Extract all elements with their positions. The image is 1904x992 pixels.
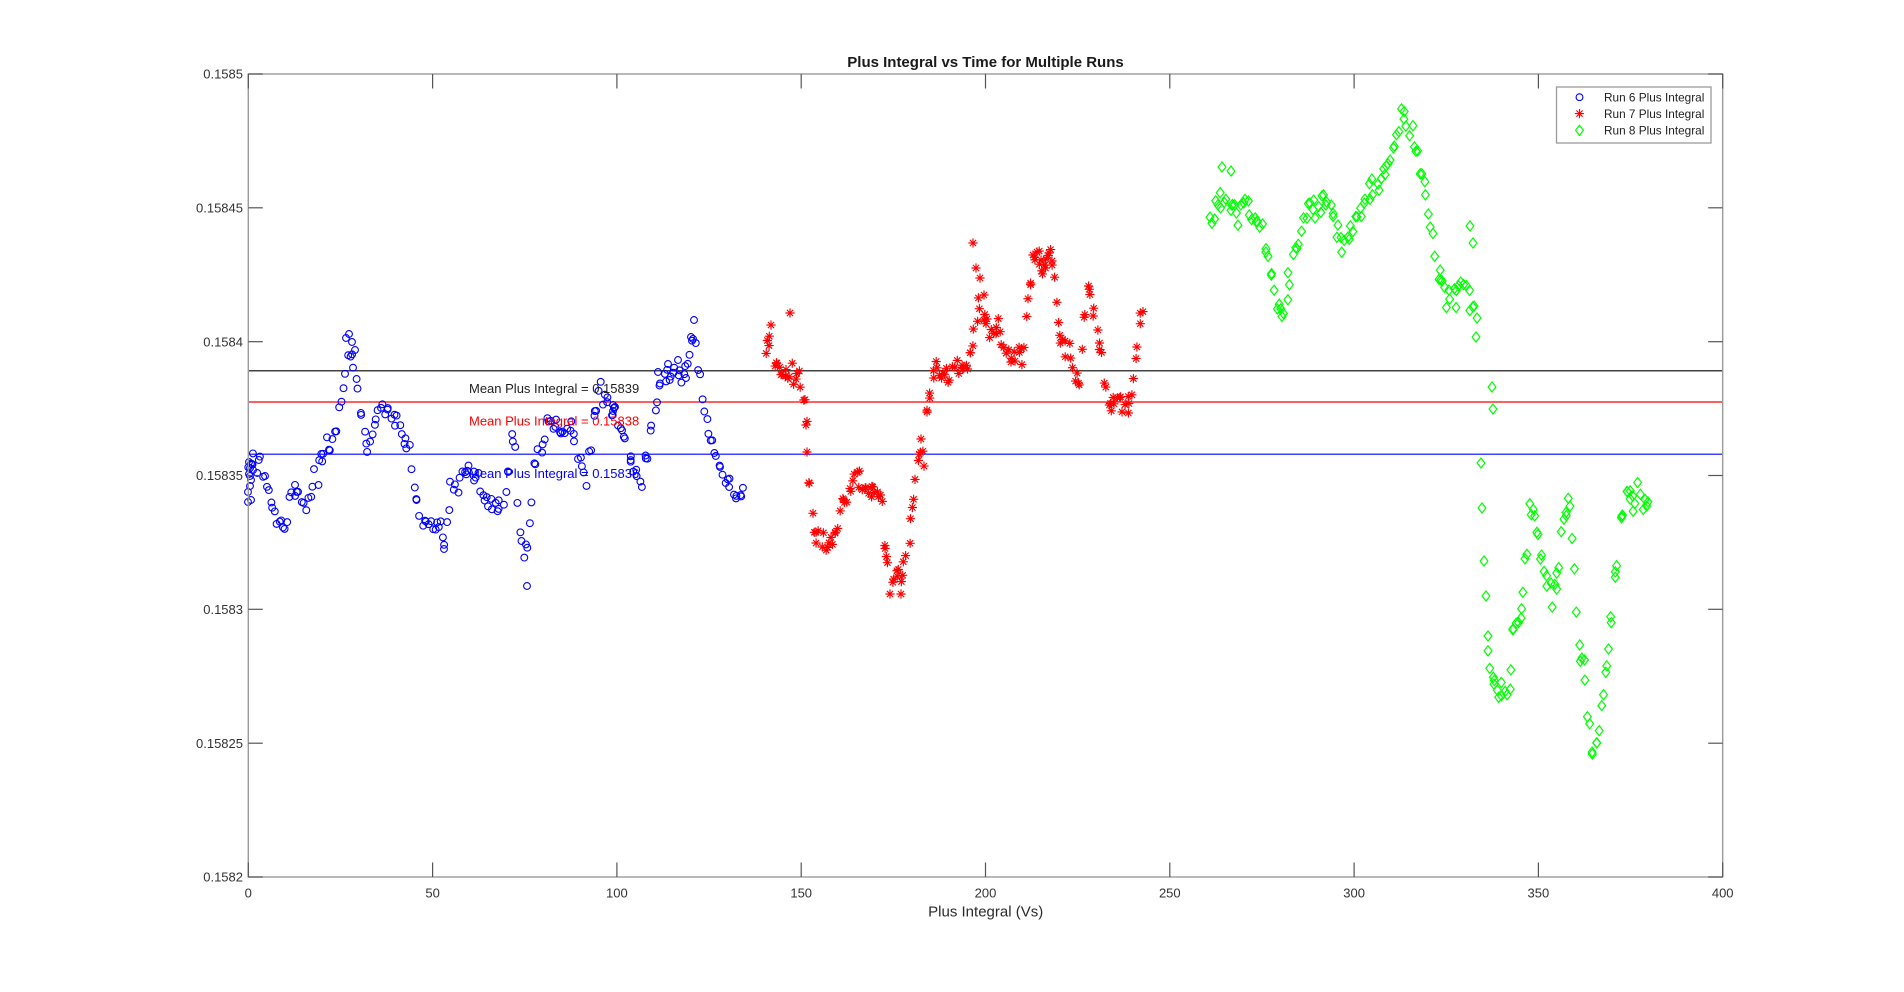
svg-text:0.1584: 0.1584 (203, 334, 243, 349)
svg-text:100: 100 (606, 886, 628, 901)
svg-text:0.15845: 0.15845 (196, 200, 243, 215)
svg-text:0.1585: 0.1585 (203, 67, 243, 82)
svg-text:200: 200 (975, 886, 997, 901)
svg-text:350: 350 (1528, 886, 1550, 901)
svg-text:Mean Plus Integral = 0.15839: Mean Plus Integral = 0.15839 (469, 381, 639, 396)
svg-text:Mean Plus Integral = 0.15836: Mean Plus Integral = 0.15836 (469, 466, 639, 481)
svg-text:150: 150 (790, 886, 812, 901)
svg-text:400: 400 (1712, 886, 1734, 901)
svg-text:Run 8 Plus Integral: Run 8 Plus Integral (1604, 124, 1704, 138)
svg-text:Mean Plus Integral = 0.15838: Mean Plus Integral = 0.15838 (469, 413, 639, 428)
svg-text:Plus Integral vs Time for Mult: Plus Integral vs Time for Multiple Runs (847, 54, 1123, 71)
svg-text:300: 300 (1343, 886, 1365, 901)
svg-text:50: 50 (425, 886, 439, 901)
svg-text:Run 6 Plus Integral: Run 6 Plus Integral (1604, 91, 1704, 105)
svg-text:0.1582: 0.1582 (203, 870, 243, 885)
svg-text:250: 250 (1159, 886, 1181, 901)
svg-text:0.1583: 0.1583 (203, 602, 243, 617)
svg-text:0.15835: 0.15835 (196, 468, 243, 483)
svg-text:Plus Integral (Vs): Plus Integral (Vs) (928, 904, 1043, 921)
svg-text:Run 7 Plus Integral: Run 7 Plus Integral (1604, 107, 1704, 121)
svg-text:0.15825: 0.15825 (196, 736, 243, 751)
svg-text:0: 0 (245, 886, 252, 901)
